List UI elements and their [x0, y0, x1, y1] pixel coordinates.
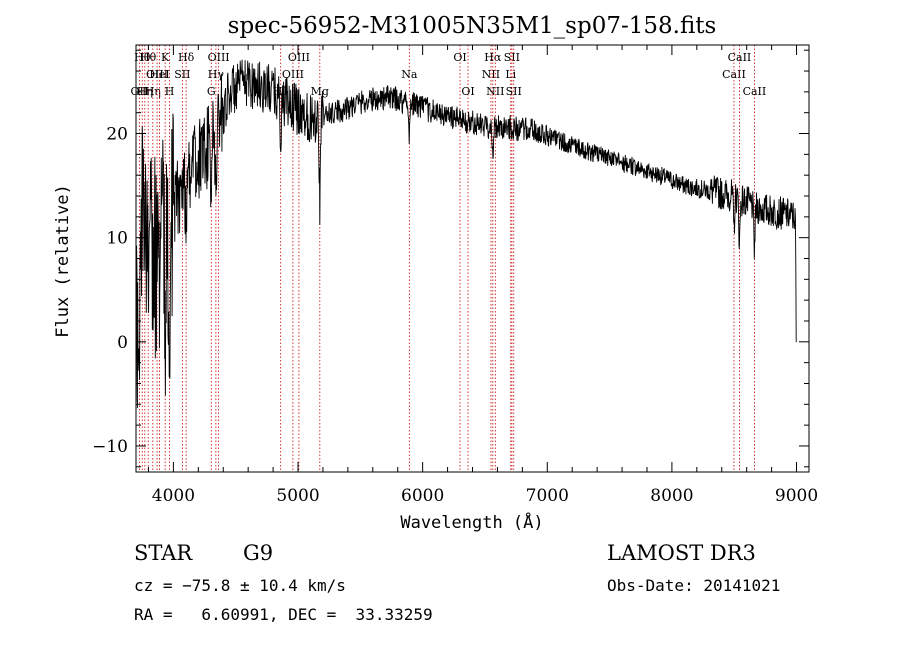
- y-tick-label-0: −10: [92, 437, 128, 457]
- line-marker-label-13: OIII: [208, 51, 230, 64]
- redshift-velocity: cz = −75.8 ± 10.4 km/s: [134, 576, 346, 595]
- line-marker-label-2: Hη: [137, 85, 153, 98]
- line-marker-label-3: Hθ: [140, 51, 157, 64]
- line-marker-label-6: HeI: [149, 68, 169, 81]
- line-marker-label-29: CaII: [743, 85, 767, 98]
- x-tick-label-5: 9000: [775, 486, 818, 506]
- line-marker-label-12: Hγ: [208, 68, 225, 81]
- line-marker-label-22: Hα: [484, 51, 502, 64]
- line-marker-label-15: OIII: [282, 68, 304, 81]
- subclass-label: G9: [243, 541, 273, 565]
- line-marker-label-4: Hη: [145, 85, 161, 98]
- line-marker-label-23: NII: [486, 85, 504, 98]
- class-label: STAR: [134, 541, 193, 565]
- line-marker-label-24: Li: [505, 68, 516, 81]
- x-tick-label-0: 4000: [152, 486, 195, 506]
- line-marker-label-9: SII: [174, 68, 190, 81]
- x-tick-label-3: 7000: [526, 486, 569, 506]
- line-marker-label-16: OIII: [288, 51, 310, 64]
- line-marker-label-18: Na: [401, 68, 418, 81]
- survey-label: LAMOST DR3: [607, 541, 756, 565]
- line-marker-label-27: CaII: [722, 68, 746, 81]
- y-tick-label-1: 0: [117, 333, 128, 353]
- coordinates: RA = 6.60991, DEC = 33.33259: [134, 605, 433, 624]
- line-marker-label-26: SII: [506, 85, 522, 98]
- chart-title: spec-56952-M31005N35M1_sp07-158.fits: [228, 13, 717, 39]
- y-tick-label-3: 20: [106, 125, 128, 145]
- spectrum-trace: [135, 59, 797, 409]
- observation-date: Obs-Date: 20141021: [607, 576, 780, 595]
- line-marker-label-10: Hδ: [178, 51, 195, 64]
- y-tick-label-2: 10: [106, 229, 128, 249]
- y-axis-label: Flux (relative): [53, 184, 73, 338]
- line-marker-label-20: OI: [461, 85, 474, 98]
- axes: 4000 5000 6000 7000 8000 9000 −10 0 10 20: [92, 44, 818, 506]
- x-tick-label-4: 8000: [650, 486, 693, 506]
- line-marker-label-11: G: [207, 85, 216, 98]
- line-marker-label-19: OI: [453, 51, 466, 64]
- x-tick-label-1: 5000: [276, 486, 319, 506]
- line-marker-label-8: H: [165, 85, 175, 98]
- line-marker-label-7: K: [161, 51, 170, 64]
- line-marker-label-21: NII: [482, 68, 500, 81]
- spectrum-series: [135, 59, 797, 409]
- line-marker-label-1: Hθ: [134, 51, 151, 64]
- line-marker-label-5: OIII: [146, 68, 168, 81]
- line-marker-label-28: CaII: [728, 51, 752, 64]
- x-tick-label-2: 6000: [401, 486, 444, 506]
- line-marker-label-25: SII: [504, 51, 520, 64]
- x-axis-label: Wavelength (Å): [400, 511, 543, 533]
- line-marker-label-17: Mg: [311, 85, 329, 98]
